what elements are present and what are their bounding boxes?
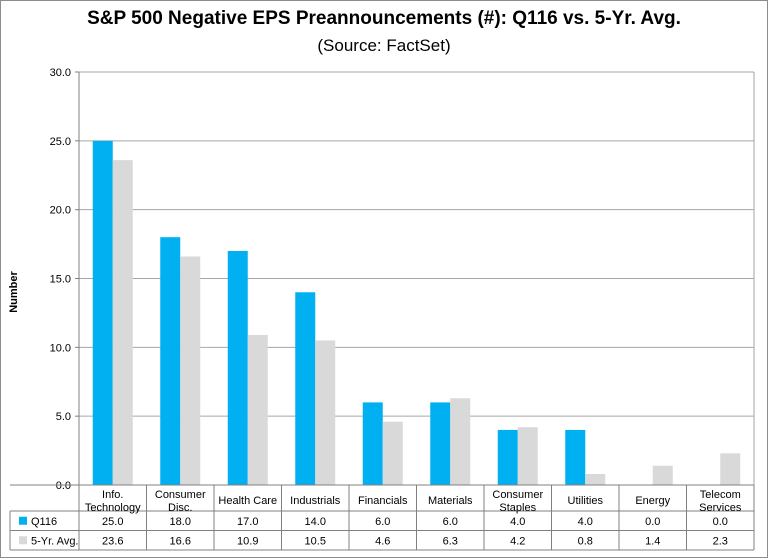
x-tick-label: Info. [102, 489, 123, 501]
y-tick-label: 10.0 [50, 342, 71, 354]
bar-five-yr-avg [247, 334, 268, 485]
x-tick-label: Utilities [568, 495, 604, 507]
bar-q116 [227, 250, 248, 485]
data-label: 14.0 [305, 516, 326, 528]
bar-five-yr-avg [652, 465, 673, 485]
data-label: 4.6 [375, 535, 390, 547]
data-label: 10.5 [305, 535, 326, 547]
x-tick-label: Disc. [168, 502, 192, 514]
data-label: 10.9 [237, 535, 258, 547]
x-tick-label: Health Care [218, 495, 277, 507]
bar-q116 [92, 140, 113, 486]
data-label: 2.3 [713, 535, 728, 547]
bar-five-yr-avg [112, 160, 133, 485]
chart-title: S&P 500 Negative EPS Preannouncements (#… [87, 8, 681, 29]
x-tick-label: Staples [499, 502, 536, 514]
bar-q116 [565, 429, 586, 485]
data-label: 16.6 [170, 535, 191, 547]
x-tick-label: Energy [635, 495, 670, 507]
legend-label: 5-Yr. Avg. [31, 535, 79, 547]
data-label: 4.2 [510, 535, 525, 547]
bar-five-yr-avg [382, 421, 403, 485]
legend-key [19, 516, 27, 525]
bar-five-yr-avg [180, 256, 201, 485]
bar-five-yr-avg [720, 453, 741, 485]
data-label: 4.0 [510, 516, 525, 528]
data-label: 4.0 [578, 516, 593, 528]
x-tick-label: Telecom [700, 489, 741, 501]
bar-q116 [295, 292, 316, 485]
x-tick-label: Industrials [290, 495, 341, 507]
bar-q116 [160, 237, 181, 485]
data-label: 6.3 [443, 535, 458, 547]
data-label: 6.0 [443, 516, 458, 528]
bar-q116 [430, 402, 451, 485]
x-tick-label: Services [699, 502, 742, 514]
legend-key [19, 536, 27, 545]
bar-five-yr-avg [585, 473, 606, 485]
data-label: 0.0 [645, 516, 660, 528]
y-tick-label: 15.0 [50, 274, 71, 286]
bar-five-yr-avg [450, 398, 471, 485]
bar-five-yr-avg [315, 340, 336, 485]
data-label: 1.4 [645, 535, 660, 547]
y-tick-label: 5.0 [56, 411, 71, 423]
data-label: 0.0 [713, 516, 728, 528]
data-label: 25.0 [102, 516, 123, 528]
x-tick-label: Materials [428, 495, 473, 507]
data-label: 0.8 [578, 535, 593, 547]
data-label: 17.0 [237, 516, 258, 528]
x-tick-label: Technology [85, 502, 141, 514]
data-label: 23.6 [102, 535, 123, 547]
bar-q116 [497, 429, 518, 485]
data-label: 18.0 [170, 516, 191, 528]
y-tick-label: 25.0 [50, 136, 71, 148]
y-tick-label: 0.0 [56, 480, 71, 492]
x-tick-label: Financials [358, 495, 408, 507]
y-tick-label: 30.0 [50, 67, 71, 79]
legend-label: Q116 [31, 516, 57, 528]
bar-five-yr-avg [517, 427, 538, 485]
x-tick-label: Consumer [155, 489, 206, 501]
bar-q116 [362, 402, 383, 485]
chart-subtitle: (Source: FactSet) [317, 36, 451, 55]
x-tick-label: Consumer [492, 489, 543, 501]
y-tick-label: 20.0 [50, 205, 71, 217]
data-label: 6.0 [375, 516, 390, 528]
